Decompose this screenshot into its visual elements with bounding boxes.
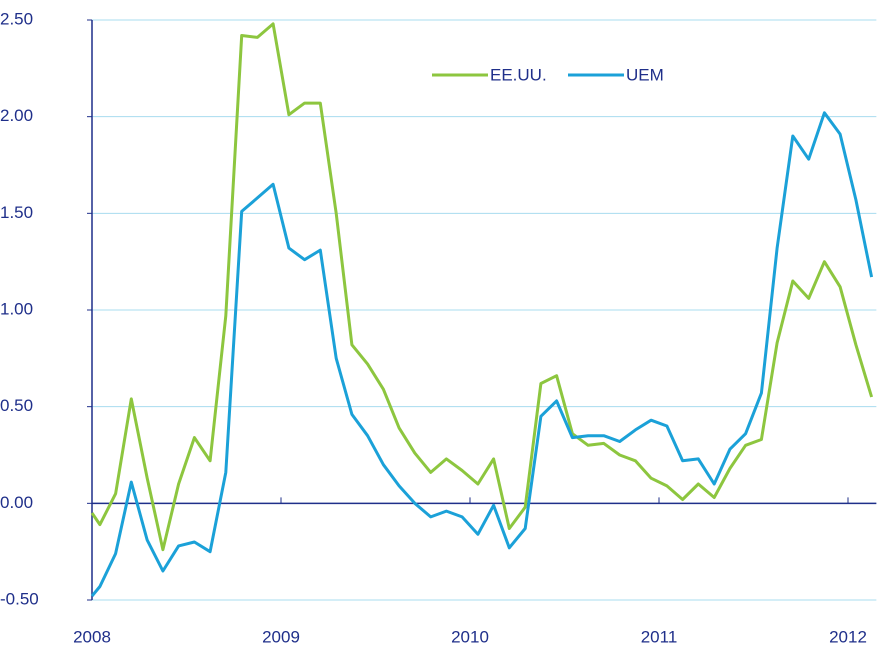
y-tick-label: -0.50 [0, 589, 39, 608]
y-tick-label: 2.50 [0, 9, 33, 28]
y-tick-label: 1.00 [0, 299, 33, 318]
series-line [90, 22, 874, 552]
x-tick-label: 2008 [73, 627, 111, 646]
legend-label: EE.UU. [490, 65, 547, 84]
series-line [90, 111, 874, 598]
x-tick-label: 2010 [451, 627, 489, 646]
y-tick-label: 0.50 [0, 396, 33, 415]
legend-label: UEM [626, 65, 664, 84]
y-tick-label: 2.00 [0, 106, 33, 125]
x-tick-label: 2012 [829, 627, 867, 646]
x-tick-label: 2011 [641, 627, 678, 646]
x-tick-label: 2009 [262, 627, 300, 646]
y-tick-label: 0.00 [0, 493, 33, 512]
y-tick-label: 1.50 [0, 203, 33, 222]
